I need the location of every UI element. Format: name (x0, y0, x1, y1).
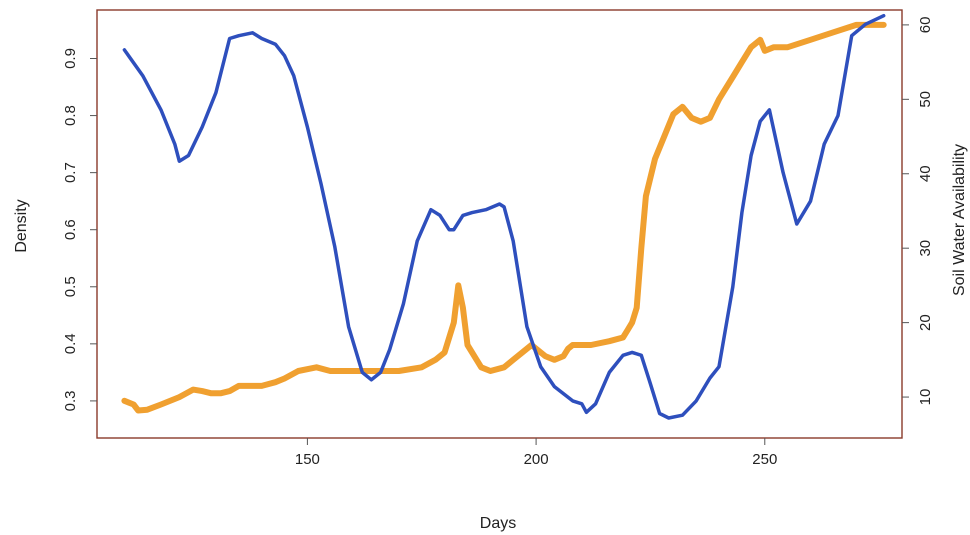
y-tick-label-right: 40 (917, 165, 934, 182)
x-tick-label: 250 (752, 451, 777, 468)
series-line-density (122, 13, 886, 420)
y-tick-label-right: 30 (917, 240, 934, 257)
x-axis-title: Days (480, 515, 516, 532)
y-tick-label-left: 0.9 (62, 48, 79, 69)
y-tick-label-left: 0.3 (62, 390, 79, 411)
y-tick-label-right: 60 (917, 17, 934, 34)
plot-frame (96, 9, 903, 439)
y-tick-label-right: 50 (917, 91, 934, 108)
series-layer (121, 13, 887, 420)
x-tick-label: 200 (524, 451, 549, 468)
y-axis-title-left: Density (13, 199, 30, 252)
x-axis: 150 200 250 (295, 438, 777, 468)
y-tick-label-left: 0.5 (62, 276, 79, 297)
y-tick-label-right: 10 (917, 389, 934, 406)
y-tick-label-left: 0.4 (62, 333, 79, 354)
plot-area (96, 9, 903, 439)
x-tick-label: 150 (295, 451, 320, 468)
y-tick-label-left: 0.8 (62, 105, 79, 126)
y-tick-label-right: 20 (917, 314, 934, 331)
series-line-soil-water (121, 21, 887, 414)
y-tick-label-left: 0.7 (62, 162, 79, 183)
y-axis-left: 0.3 0.4 0.5 0.6 0.7 0.8 0.9 (62, 48, 97, 411)
y-axis-title-right: Soil Water Availability (951, 144, 968, 296)
y-axis-right: 10 20 30 40 50 60 (902, 17, 934, 406)
y-tick-label-left: 0.6 (62, 219, 79, 240)
